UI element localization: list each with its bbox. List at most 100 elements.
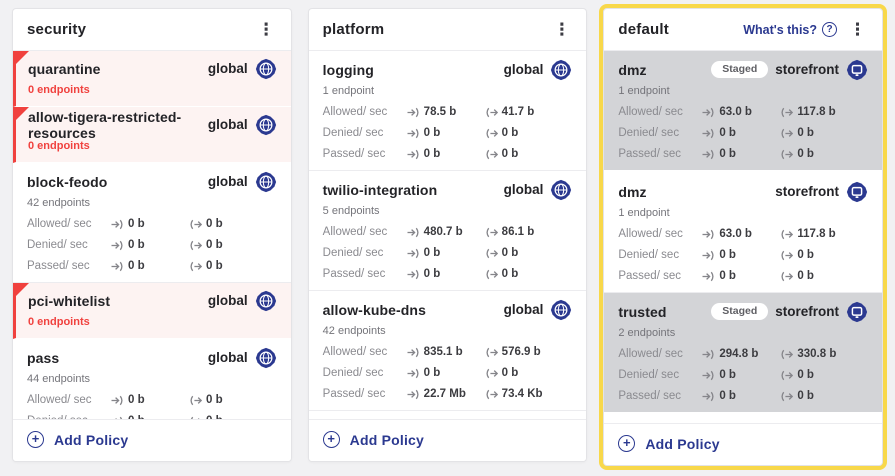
whats-this-link[interactable]: What's this? ?	[743, 22, 838, 37]
policy-name: twilio-integration	[322, 181, 438, 198]
ingress-value: 0 b	[423, 148, 441, 160]
scope-label: global	[207, 350, 248, 365]
egress-value: 0 b	[206, 218, 223, 230]
stat-row: Passed/ sec 0 b 0 b	[618, 389, 868, 403]
egress-value: 0 b	[206, 239, 223, 251]
stat-label: Denied/ sec	[618, 249, 680, 261]
ingress-icon	[407, 128, 419, 138]
endpoints-count: 2 endpoints	[618, 327, 676, 339]
policy-card[interactable]: quarantine global 0 endpoints	[13, 51, 291, 107]
add-policy-label: Add Policy	[349, 431, 425, 448]
egress-icon	[190, 240, 202, 250]
stat-label: Passed/ sec	[27, 260, 90, 272]
policy-card[interactable]: allow-tigera-restricted-resources global…	[13, 107, 291, 163]
stat-label: Allowed/ sec	[618, 106, 683, 118]
stat-label: Allowed/ sec	[322, 346, 388, 358]
stat-row: Allowed/ sec 294.8 b 330.8 b	[618, 347, 868, 361]
stat-label: Passed/ sec	[322, 148, 386, 160]
egress-icon	[486, 149, 498, 159]
ingress-icon	[702, 149, 714, 159]
help-icon: ?	[822, 22, 838, 37]
egress-icon	[781, 349, 794, 359]
stat-label: Denied/ sec	[27, 239, 88, 251]
ingress-value: 0 b	[719, 249, 736, 261]
ingress-icon	[702, 391, 714, 401]
ingress-value: 63.0 b	[719, 228, 752, 240]
kebab-menu-icon[interactable]: ⋮	[849, 20, 867, 39]
endpoints-count: 0 endpoints	[28, 84, 90, 96]
stat-row: Allowed/ sec 835.1 b 576.9 b	[323, 345, 573, 359]
policy-card[interactable]: allow-kube-dns global 42 endpoints Allow…	[308, 291, 587, 411]
ingress-icon	[702, 271, 714, 281]
ingress-value: 0 b	[128, 260, 145, 272]
stats-table: Allowed/ sec 78.5 b 41.7 b Denied/ sec	[323, 105, 573, 161]
stat-label: Passed/ sec	[618, 390, 681, 402]
namespace-scope-icon	[846, 59, 868, 80]
egress-icon	[486, 107, 498, 117]
egress-value: 0 b	[501, 127, 519, 139]
ingress-icon	[111, 395, 123, 405]
policy-name: pci-whitelist	[28, 292, 111, 309]
stat-row: Allowed/ sec 78.5 b 41.7 b	[323, 105, 573, 119]
tier-column: platform ⋮ logging global 1 endp	[307, 8, 588, 462]
policy-card[interactable]: trusted storefront	[604, 415, 883, 424]
tier-header: default What's this? ? ⋮	[604, 9, 883, 51]
policy-card[interactable]: trusted Staged storefront 2 endpoints Al…	[604, 293, 883, 415]
egress-icon	[190, 261, 202, 271]
ingress-icon	[111, 261, 123, 271]
namespace-scope-icon	[846, 423, 868, 424]
ingress-icon	[702, 128, 714, 138]
stats-table: Allowed/ sec 63.0 b 117.8 b Denied/ sec	[618, 105, 868, 161]
policy-card[interactable]: dmz storefront 1 endpoint Allowed/ sec	[604, 173, 883, 293]
scope-label: global	[207, 293, 248, 308]
ingress-value: 0 b	[128, 415, 145, 419]
kebab-menu-icon[interactable]: ⋮	[257, 20, 275, 39]
egress-value: 0 b	[797, 249, 814, 261]
ingress-icon	[407, 248, 419, 258]
kebab-menu-icon[interactable]: ⋮	[553, 20, 571, 39]
egress-icon	[781, 370, 794, 380]
endpoints-count: 0 endpoints	[28, 316, 90, 328]
policy-card[interactable]: block-feodo global 42 endpoints Allowed/…	[13, 163, 291, 283]
scope-label: storefront	[775, 62, 840, 77]
tier-title: default	[618, 21, 669, 38]
add-policy-button[interactable]: + Add Policy	[322, 431, 573, 448]
policy-card[interactable]: pass global 44 endpoints Allowed/ sec	[13, 339, 291, 419]
policy-card[interactable]: logging global 1 endpoint Allowed/ sec	[308, 51, 587, 171]
egress-value: 0 b	[206, 394, 223, 406]
policy-card[interactable]: pci-whitelist global 0 endpoints	[13, 283, 291, 339]
ingress-value: 480.7 b	[423, 226, 463, 238]
stat-row: Passed/ sec 0 b 0 b	[27, 259, 277, 273]
ingress-icon	[115, 416, 123, 419]
tier-header: platform ⋮	[308, 9, 587, 51]
policy-list: quarantine global 0 endpoints allow-tige…	[13, 51, 291, 419]
stat-label: Allowed/ sec	[618, 348, 683, 360]
ingress-icon	[702, 250, 714, 260]
stat-row: Allowed/ sec 480.7 b 86.1 b	[323, 225, 573, 239]
ingress-icon	[407, 149, 419, 159]
egress-icon	[781, 229, 794, 239]
stat-row: Passed/ sec 0 b 0 b	[618, 269, 868, 283]
ingress-icon	[702, 370, 714, 380]
alert-corner-icon	[16, 283, 29, 296]
ingress-value: 0 b	[128, 218, 145, 230]
policy-card-header: block-feodo global	[27, 171, 277, 192]
egress-value: 41.7 b	[501, 106, 535, 118]
add-policy-plus-icon: +	[27, 431, 44, 448]
add-policy-button[interactable]: + Add Policy	[618, 435, 868, 452]
egress-icon	[486, 368, 498, 378]
staged-badge: Staged	[711, 61, 769, 78]
policy-name: allow-tigera-restricted-resources	[28, 108, 182, 141]
stat-row: Denied/ sec 0 b 0 b	[27, 238, 277, 252]
stat-row: Allowed/ sec 63.0 b 117.8 b	[618, 105, 868, 119]
stats-table: Allowed/ sec 0 b 0 b Denied/ sec	[27, 393, 277, 419]
ingress-value: 0 b	[719, 270, 736, 282]
egress-value: 0 b	[797, 127, 814, 139]
add-policy-button[interactable]: + Add Policy	[27, 431, 277, 448]
policy-card[interactable]: twilio-integration global 5 endpoints Al…	[308, 171, 587, 291]
policy-card[interactable]: dmz Staged storefront 1 endpoint Allowed…	[604, 51, 883, 173]
egress-value: 117.8 b	[797, 228, 836, 240]
global-scope-icon	[255, 290, 276, 311]
tier-title: security	[27, 21, 87, 38]
egress-value: 0 b	[501, 247, 519, 259]
